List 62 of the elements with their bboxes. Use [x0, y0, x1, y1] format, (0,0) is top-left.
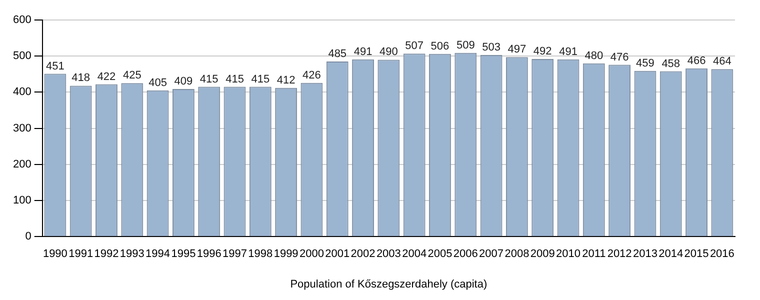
y-tick-label: 200 [12, 158, 32, 170]
data-label: 405 [148, 76, 167, 89]
data-label: 415 [226, 73, 244, 86]
data-label: 491 [354, 46, 372, 58]
data-label: 459 [636, 57, 654, 70]
data-label: 415 [200, 73, 218, 86]
data-label: 418 [72, 72, 90, 84]
x-axis-title: Population of Kőszegszerdahely (capita) [290, 278, 488, 290]
x-tick-label: 1994 [146, 248, 170, 260]
x-tick-label: 2002 [350, 248, 376, 260]
x-tick-label: 2008 [504, 248, 530, 260]
x-tick-label: 1991 [68, 248, 94, 260]
y-tick-label: 500 [12, 50, 32, 62]
data-label: 480 [584, 50, 604, 62]
y-tick-label: 100 [12, 194, 32, 207]
x-tick-label: 1997 [222, 248, 247, 260]
x-tick-label: 2015 [684, 248, 709, 260]
x-tick-label: 2007 [479, 248, 504, 260]
data-label: 503 [482, 42, 500, 54]
x-tick-label: 2016 [710, 248, 734, 260]
data-label: 492 [533, 46, 552, 58]
data-label: 485 [328, 48, 347, 60]
data-label: 464 [712, 56, 732, 68]
data-label: 426 [302, 69, 321, 82]
data-label: 415 [251, 73, 270, 86]
x-tick-label: 2003 [376, 248, 401, 260]
data-label: 491 [559, 46, 578, 58]
data-label: 507 [405, 40, 424, 52]
data-label: 476 [610, 51, 629, 64]
x-tick-label: 2009 [530, 248, 555, 260]
data-label: 509 [456, 39, 475, 52]
data-label: 409 [174, 75, 193, 88]
data-label: 458 [662, 58, 680, 70]
x-tick-label: 2005 [428, 248, 452, 260]
x-tick-label: 1999 [274, 248, 298, 260]
y-tick-label: 600 [12, 14, 32, 26]
x-tick-label: 1992 [94, 248, 119, 260]
x-tick-label: 2011 [582, 248, 606, 260]
data-label: 497 [508, 44, 526, 56]
data-label: 422 [97, 70, 116, 83]
data-label: 425 [122, 70, 142, 82]
x-tick-label: 2000 [299, 248, 324, 260]
x-tick-label: 2006 [453, 248, 478, 260]
x-tick-label: 1995 [171, 248, 196, 260]
y-tick-label: 300 [12, 122, 32, 134]
x-tick-label: 2013 [632, 248, 658, 260]
x-tick-label: 2010 [556, 248, 580, 260]
x-tick-label: 2014 [658, 248, 684, 260]
y-tick-label: 0 [25, 230, 32, 243]
data-label: 412 [276, 74, 296, 86]
x-tick-label: 1990 [42, 248, 68, 260]
data-label: 490 [379, 46, 398, 58]
data-label: 506 [430, 40, 450, 52]
data-label: 451 [46, 60, 64, 72]
data-label: 466 [687, 54, 706, 67]
x-tick-label: 1996 [196, 248, 222, 260]
x-tick-label: 2001 [325, 248, 350, 260]
x-tick-label: 1998 [248, 248, 273, 260]
y-tick-label: 400 [12, 86, 32, 98]
x-tick-label: 2012 [607, 248, 632, 260]
x-tick-label: 1993 [120, 248, 144, 260]
x-tick-label: 2004 [402, 248, 427, 260]
